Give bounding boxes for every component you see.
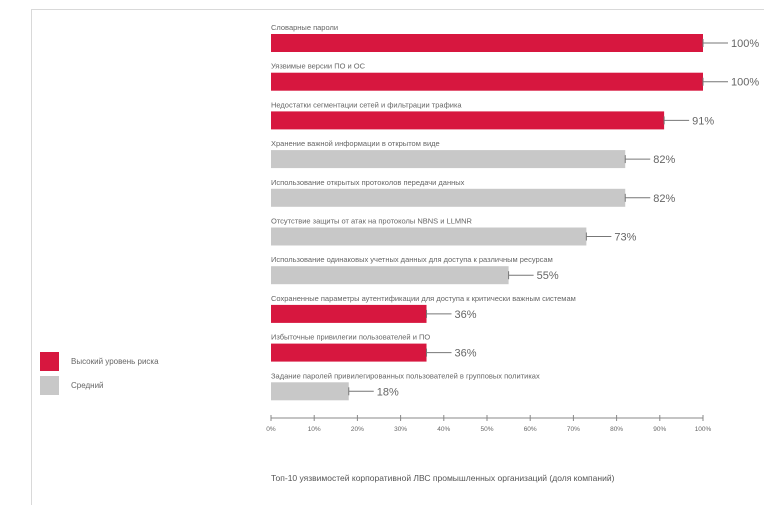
legend-item-high: Высокий уровень риска [40,350,159,372]
bar [271,266,509,285]
x-tick-label: 70% [567,426,580,433]
x-tick-label: 60% [524,426,537,433]
bar [271,111,665,130]
bar-category-label: Уязвимые версии ПО и ОС [271,62,366,71]
legend-swatch-medium [40,375,59,395]
legend-item-medium: Средний [40,374,159,396]
bar [271,227,587,246]
bar-category-label: Словарные пароли [271,23,338,32]
legend: Высокий уровень риска Средний [40,350,159,398]
legend-label-medium: Средний [71,380,104,390]
bar-category-label: Отсутствие защиты от атак на протоколы N… [271,217,473,226]
legend-label-high: Высокий уровень риска [71,356,159,366]
bar-value-label: 55% [537,270,559,282]
bar-value-label: 91% [692,115,714,127]
bar [271,34,703,52]
bar [271,188,626,207]
bar-category-label: Использование открытых протоколов переда… [271,178,465,187]
x-tick-label: 0% [266,426,276,433]
x-tick-label: 100% [695,426,712,433]
bar-category-label: Использование одинаковых учетных данных … [271,255,553,264]
bar [271,382,349,401]
chart-title: Топ-10 уязвимостей корпоративной ЛВС про… [271,473,615,483]
bar [271,72,703,91]
chart-frame [31,9,764,505]
bar [271,150,626,169]
bar-value-label: 82% [653,154,675,166]
bar-value-label: 73% [614,232,636,244]
bar-value-label: 82% [653,193,675,205]
bar-category-label: Избыточные привилегии пользователей и ПО [271,333,430,342]
legend-swatch-high [40,351,59,371]
bar-value-label: 100% [731,38,759,50]
bar [271,343,427,362]
x-tick-label: 20% [351,426,364,433]
bar-value-label: 36% [455,348,477,360]
bar [271,304,427,323]
x-tick-label: 80% [610,426,623,433]
bar-category-label: Недостатки сегментации сетей и фильтраци… [271,100,462,109]
x-tick-label: 10% [308,426,321,433]
x-tick-label: 30% [394,426,407,433]
x-tick-label: 40% [437,426,450,433]
bar-category-label: Задание паролей привилегированных пользо… [271,371,540,380]
bar-value-label: 36% [455,309,477,321]
bar-value-label: 18% [377,386,399,398]
x-tick-label: 50% [480,426,493,433]
x-tick-label: 90% [653,426,666,433]
bar-category-label: Хранение важной информации в открытом ви… [271,139,440,148]
bar-category-label: Сохраненные параметры аутентификации для… [271,294,576,303]
bar-value-label: 100% [731,77,759,89]
